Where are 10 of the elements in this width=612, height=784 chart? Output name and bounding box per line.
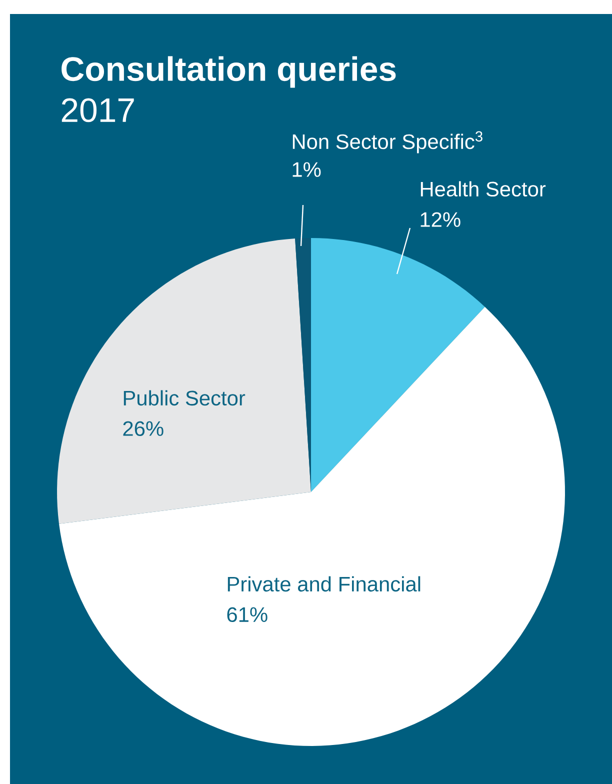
chart-title: Consultation queries xyxy=(62,56,396,88)
data-label: 12% xyxy=(420,212,460,227)
chart-subtitle: 2017 xyxy=(62,98,134,122)
data-label: 61% xyxy=(227,607,268,622)
slice-label: Public Sector xyxy=(124,390,246,406)
data-label: 26% xyxy=(123,421,164,436)
slice-label: Private and Financial xyxy=(228,576,420,592)
slice-label: Non Sector Specific$^{3}$ xyxy=(292,131,482,154)
data-label: 1% xyxy=(292,162,321,177)
slice-label: Health Sector xyxy=(420,181,546,197)
